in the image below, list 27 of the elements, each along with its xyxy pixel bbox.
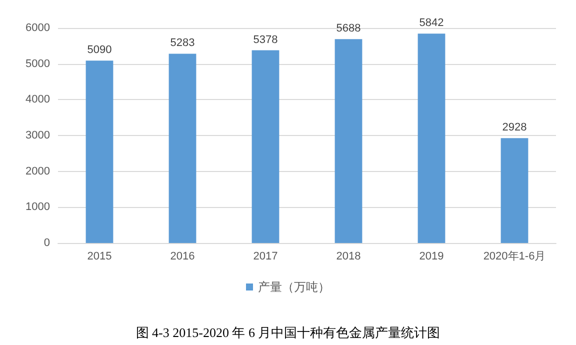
bar bbox=[86, 60, 114, 243]
bar bbox=[500, 138, 528, 243]
data-label: 5378 bbox=[253, 34, 278, 46]
data-label: 5283 bbox=[170, 37, 195, 50]
x-tick-label: 2017 bbox=[253, 250, 278, 262]
y-tick-label: 4000 bbox=[26, 94, 50, 106]
legend-label: 产量（万吨） bbox=[258, 280, 330, 294]
x-tick-label: 2020年1-6月 bbox=[483, 250, 546, 262]
y-tick-label: 3000 bbox=[26, 130, 50, 142]
caption: 图 4-3 2015-2020 年 6 月中国十种有色金属产量统计图 bbox=[136, 325, 440, 340]
bar bbox=[168, 54, 196, 243]
y-tick-label: 6000 bbox=[26, 22, 50, 34]
x-tick-label: 2016 bbox=[170, 250, 195, 262]
data-label: 2928 bbox=[502, 122, 527, 134]
y-tick-label: 2000 bbox=[26, 165, 50, 178]
y-tick-label: 5000 bbox=[26, 58, 50, 70]
x-tick-label: 2015 bbox=[87, 250, 112, 262]
x-tick-label: 2018 bbox=[336, 250, 361, 262]
data-label: 5090 bbox=[87, 44, 112, 56]
bar bbox=[252, 50, 280, 243]
x-tick-label: 2019 bbox=[419, 250, 444, 262]
y-tick-label: 0 bbox=[44, 237, 50, 249]
bar bbox=[334, 39, 362, 243]
y-tick-label: 1000 bbox=[26, 201, 50, 214]
data-label: 5842 bbox=[419, 17, 444, 30]
bar bbox=[418, 34, 446, 243]
data-label: 5688 bbox=[336, 22, 361, 35]
